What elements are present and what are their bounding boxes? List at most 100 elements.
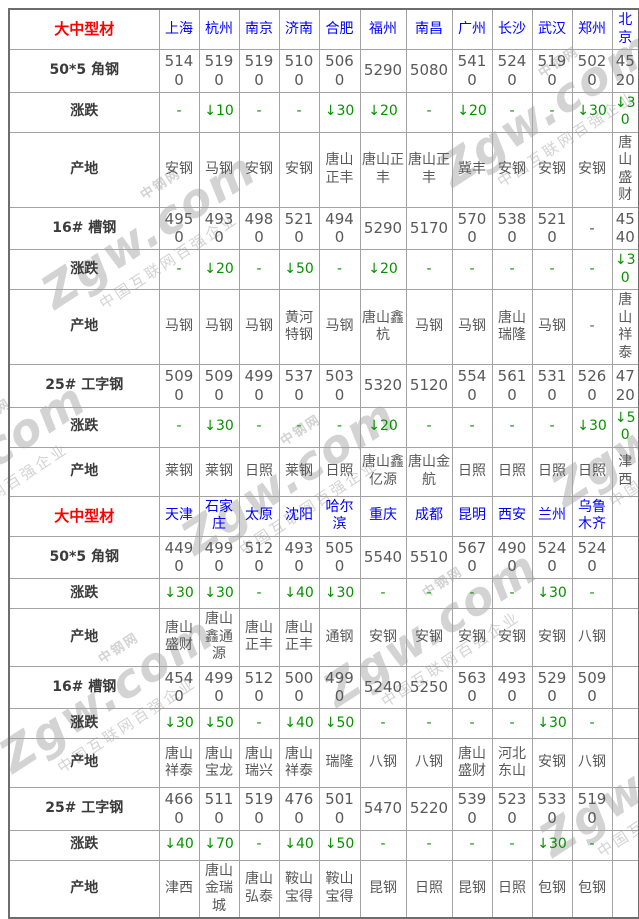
change-row: 涨跌 ↓30 ↓30- ↓40 ↓30- - - - ↓30-: [8, 578, 639, 609]
price-cell: 5000: [278, 665, 320, 709]
price-cell: 5610: [491, 364, 533, 408]
origin-label-cell: 产地: [8, 859, 160, 919]
price-cell: 5370: [278, 364, 320, 408]
price-row: 50*5 角钢 4490 4990 5120 4930 5050 5540 5510 5670 4…: [8, 535, 639, 579]
change-label-cell: 涨跌: [8, 406, 160, 448]
price-cell: 5670: [451, 535, 493, 579]
price-cell: 5190: [238, 49, 280, 93]
change-cell: -: [158, 91, 200, 133]
section-title-cell: 大中型材: [8, 495, 160, 537]
origin-cell: 安钢: [491, 131, 533, 208]
price-cell: 5190: [571, 787, 613, 831]
change-cell: -: [318, 249, 361, 290]
origin-cell: 通钢: [318, 608, 361, 667]
change-cell: -: [571, 578, 613, 609]
price-row: 25# 工字钢 5090 5090 4990 5370 5030 5320 5120 5540 5…: [8, 364, 639, 408]
city-header-cell: 杭州: [198, 8, 240, 50]
origin-cell: 安钢: [451, 608, 493, 667]
price-cell: 4950: [158, 206, 200, 250]
origin-cell: 日照: [451, 446, 493, 497]
price-cell: 4540: [611, 206, 639, 250]
origin-cell: 马钢: [198, 131, 240, 208]
price-cell: 5190: [531, 49, 573, 93]
price-cell: 4990: [318, 665, 361, 709]
price-cell: 5120: [405, 364, 453, 408]
empty-cell: [611, 665, 639, 709]
origin-cell: 马钢: [238, 289, 280, 365]
change-cell: -: [158, 249, 200, 290]
change-row: 涨跌 - ↓20- ↓50- ↓20- - - - - ↓30: [8, 249, 639, 290]
price-cell: 4520: [611, 49, 639, 93]
origin-cell: 唐山宝龙: [198, 738, 240, 788]
change-label-cell: 涨跌: [8, 829, 160, 861]
price-cell: 5190: [238, 787, 280, 831]
city-header-cell: 乌鲁木齐: [571, 495, 613, 537]
origin-cell: 八钢: [359, 738, 407, 788]
price-cell: 5190: [198, 49, 240, 93]
origin-cell: 八钢: [405, 738, 453, 788]
price-cell: 5090: [158, 364, 200, 408]
product-name-cell: 25# 工字钢: [8, 787, 160, 831]
city-header-cell: 南京: [238, 8, 280, 50]
origin-cell: 马钢: [531, 289, 573, 365]
change-cell: -: [238, 578, 280, 609]
change-cell: ↓40: [278, 829, 320, 861]
origin-cell: 包钢: [571, 859, 613, 919]
origin-cell: 唐山金瑞城: [198, 859, 240, 919]
change-cell: ↓30: [158, 578, 200, 609]
price-cell: 4930: [278, 535, 320, 579]
price-cell: 5410: [451, 49, 493, 93]
city-header-cell: 武汉: [531, 8, 573, 50]
price-row: 16# 槽钢 4950 4930 4980 5210 4940 5290 5170 5700 53…: [8, 206, 639, 250]
change-cell: -: [531, 91, 573, 133]
city-header-cell: 郑州: [571, 8, 613, 50]
price-cell: 5540: [451, 364, 493, 408]
price-cell: 5060: [318, 49, 361, 93]
change-cell: ↓30: [571, 406, 613, 448]
city-header-cell: 西安: [491, 495, 533, 537]
origin-row: 产地 津西 唐山金瑞城 唐山弘泰 鞍山宝得 鞍山宝得 昆钢 日照 昆钢 日照 包钢 包钢: [8, 859, 639, 919]
price-table-body: 大中型材 上海 杭州 南京 济南 合肥 福州 南昌 广州 长沙 武汉 郑州 北京 50*5 角钢 5140 5…: [8, 8, 639, 919]
origin-cell: 唐山正丰: [405, 131, 453, 208]
city-header-cell: 重庆: [359, 495, 407, 537]
price-cell: 5230: [491, 787, 533, 831]
change-cell: ↓20: [359, 249, 407, 290]
price-cell: 5240: [531, 535, 573, 579]
origin-cell: 莱钢: [278, 446, 320, 497]
change-label-cell: 涨跌: [8, 578, 160, 609]
origin-label-cell: 产地: [8, 289, 160, 365]
change-cell: ↓30: [571, 91, 613, 133]
city-header-cell: 昆明: [451, 495, 493, 537]
change-cell: ↓50: [198, 708, 240, 739]
price-cell: 5470: [359, 787, 407, 831]
empty-cell: [611, 859, 639, 919]
origin-cell: 唐山正丰: [278, 608, 320, 667]
product-name-cell: 16# 槽钢: [8, 665, 160, 709]
origin-cell: 安钢: [238, 131, 280, 208]
origin-cell: 日照: [531, 446, 573, 497]
price-cell: 5310: [531, 364, 573, 408]
price-cell: 5120: [238, 665, 280, 709]
city-header-cell: 兰州: [531, 495, 573, 537]
price-cell: 5080: [405, 49, 453, 93]
change-cell: ↓30: [198, 406, 240, 448]
price-cell: 5210: [531, 206, 573, 250]
origin-cell: -: [571, 289, 613, 365]
origin-cell: 唐山瑞隆: [491, 289, 533, 365]
change-cell: ↓30: [611, 91, 639, 133]
city-header-cell: 上海: [158, 8, 200, 50]
price-cell: 5210: [278, 206, 320, 250]
price-cell: 5050: [318, 535, 361, 579]
origin-cell: 八钢: [571, 738, 613, 788]
origin-row: 产地 唐山祥泰 唐山宝龙 唐山瑞兴 唐山祥泰 瑞隆 八钢 八钢 唐山盛财 河北东山 安钢 八钢: [8, 738, 639, 788]
change-cell: ↓20: [451, 91, 493, 133]
origin-cell: 津西: [158, 859, 200, 919]
price-cell: 5170: [405, 206, 453, 250]
origin-row: 产地 马钢 马钢 马钢 黄河特钢 马钢 唐山鑫杭 马钢 马钢 唐山瑞隆 马钢 - 唐山祥泰: [8, 289, 639, 365]
city-header-cell: 太原: [238, 495, 280, 537]
origin-cell: 黄河特钢: [278, 289, 320, 365]
price-cell: 5330: [531, 787, 573, 831]
origin-label-cell: 产地: [8, 446, 160, 497]
price-cell: 4930: [491, 665, 533, 709]
change-cell: ↓10: [198, 91, 240, 133]
